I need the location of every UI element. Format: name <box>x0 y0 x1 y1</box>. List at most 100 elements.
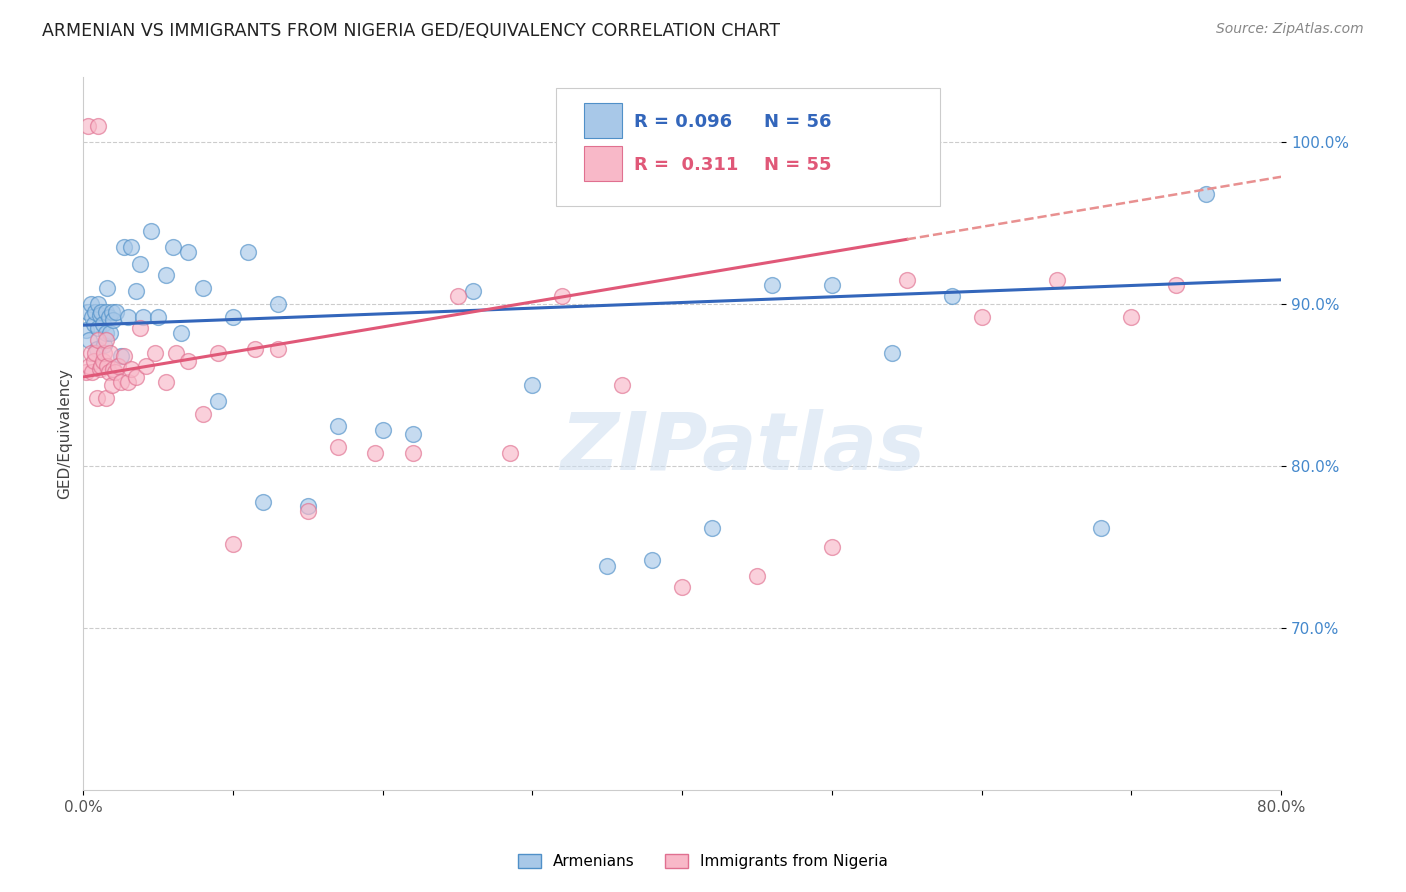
Point <box>100 305 122 319</box>
Point <box>76 305 98 319</box>
Point <box>87 297 110 311</box>
Point <box>207 345 229 359</box>
Point <box>82 365 104 379</box>
Point <box>267 297 290 311</box>
Point <box>326 418 349 433</box>
Point <box>89 362 111 376</box>
Point <box>129 321 152 335</box>
Point <box>84 345 107 359</box>
Point <box>551 289 574 303</box>
FancyBboxPatch shape <box>557 88 939 206</box>
Point <box>94 326 117 341</box>
Point <box>169 326 191 341</box>
Point <box>207 394 229 409</box>
Point <box>139 224 162 238</box>
Text: ZIPatlas: ZIPatlas <box>560 409 925 487</box>
Point <box>821 277 844 292</box>
Point <box>98 326 121 341</box>
Point <box>112 349 135 363</box>
Point <box>80 297 103 311</box>
Point <box>761 277 783 292</box>
Point <box>77 333 100 347</box>
Point <box>87 119 110 133</box>
Point <box>1090 520 1112 534</box>
Point <box>87 333 110 347</box>
Point <box>83 353 105 368</box>
Point <box>146 310 169 324</box>
Point <box>100 378 122 392</box>
Point <box>91 353 114 368</box>
Point <box>143 345 166 359</box>
Point <box>222 537 245 551</box>
Point <box>222 310 245 324</box>
Point <box>93 337 115 351</box>
Point <box>162 240 184 254</box>
Point <box>745 569 768 583</box>
Point <box>117 375 139 389</box>
Point <box>107 359 129 373</box>
FancyBboxPatch shape <box>583 146 623 181</box>
Text: Source: ZipAtlas.com: Source: ZipAtlas.com <box>1216 22 1364 37</box>
Point <box>970 310 993 324</box>
Point <box>522 378 544 392</box>
Point <box>252 494 274 508</box>
Point <box>941 289 963 303</box>
Point <box>83 317 105 331</box>
Point <box>326 440 349 454</box>
Point <box>236 245 259 260</box>
Point <box>89 309 111 323</box>
Point <box>112 240 135 254</box>
Point <box>1195 187 1218 202</box>
Point <box>155 268 177 282</box>
Point <box>77 359 100 373</box>
Point <box>96 359 118 373</box>
Point <box>1045 273 1067 287</box>
Y-axis label: GED/Equivalency: GED/Equivalency <box>58 368 72 500</box>
Point <box>94 391 117 405</box>
Point <box>75 323 97 337</box>
Point <box>90 305 112 319</box>
Point <box>461 284 484 298</box>
Legend: Armenians, Immigrants from Nigeria: Armenians, Immigrants from Nigeria <box>512 848 894 875</box>
Text: N = 55: N = 55 <box>763 156 831 174</box>
Point <box>104 365 127 379</box>
Point <box>371 424 394 438</box>
Point <box>110 375 132 389</box>
Point <box>97 365 120 379</box>
Point <box>671 581 693 595</box>
Point <box>80 345 103 359</box>
Point <box>297 500 319 514</box>
Point <box>86 391 108 405</box>
Point <box>96 281 118 295</box>
Point <box>191 281 214 295</box>
Point <box>132 310 155 324</box>
Point <box>1166 277 1188 292</box>
Point <box>191 407 214 421</box>
Point <box>97 310 120 324</box>
FancyBboxPatch shape <box>583 103 623 138</box>
Point <box>896 273 918 287</box>
Point <box>87 321 110 335</box>
Point <box>612 378 634 392</box>
Point <box>90 359 112 373</box>
Text: N = 56: N = 56 <box>763 113 831 131</box>
Point <box>125 284 148 298</box>
Point <box>103 313 125 327</box>
Point <box>297 504 319 518</box>
Point <box>84 305 107 319</box>
Point <box>98 345 121 359</box>
Text: ARMENIAN VS IMMIGRANTS FROM NIGERIA GED/EQUIVALENCY CORRELATION CHART: ARMENIAN VS IMMIGRANTS FROM NIGERIA GED/… <box>42 22 780 40</box>
Point <box>135 359 157 373</box>
Point <box>1121 310 1143 324</box>
Point <box>499 446 522 460</box>
Point <box>120 240 142 254</box>
Point <box>596 559 619 574</box>
Point <box>821 540 844 554</box>
Point <box>125 370 148 384</box>
Point <box>155 375 177 389</box>
Point <box>129 257 152 271</box>
Point <box>165 345 187 359</box>
Point <box>105 305 128 319</box>
Point <box>82 310 104 324</box>
Point <box>177 245 200 260</box>
